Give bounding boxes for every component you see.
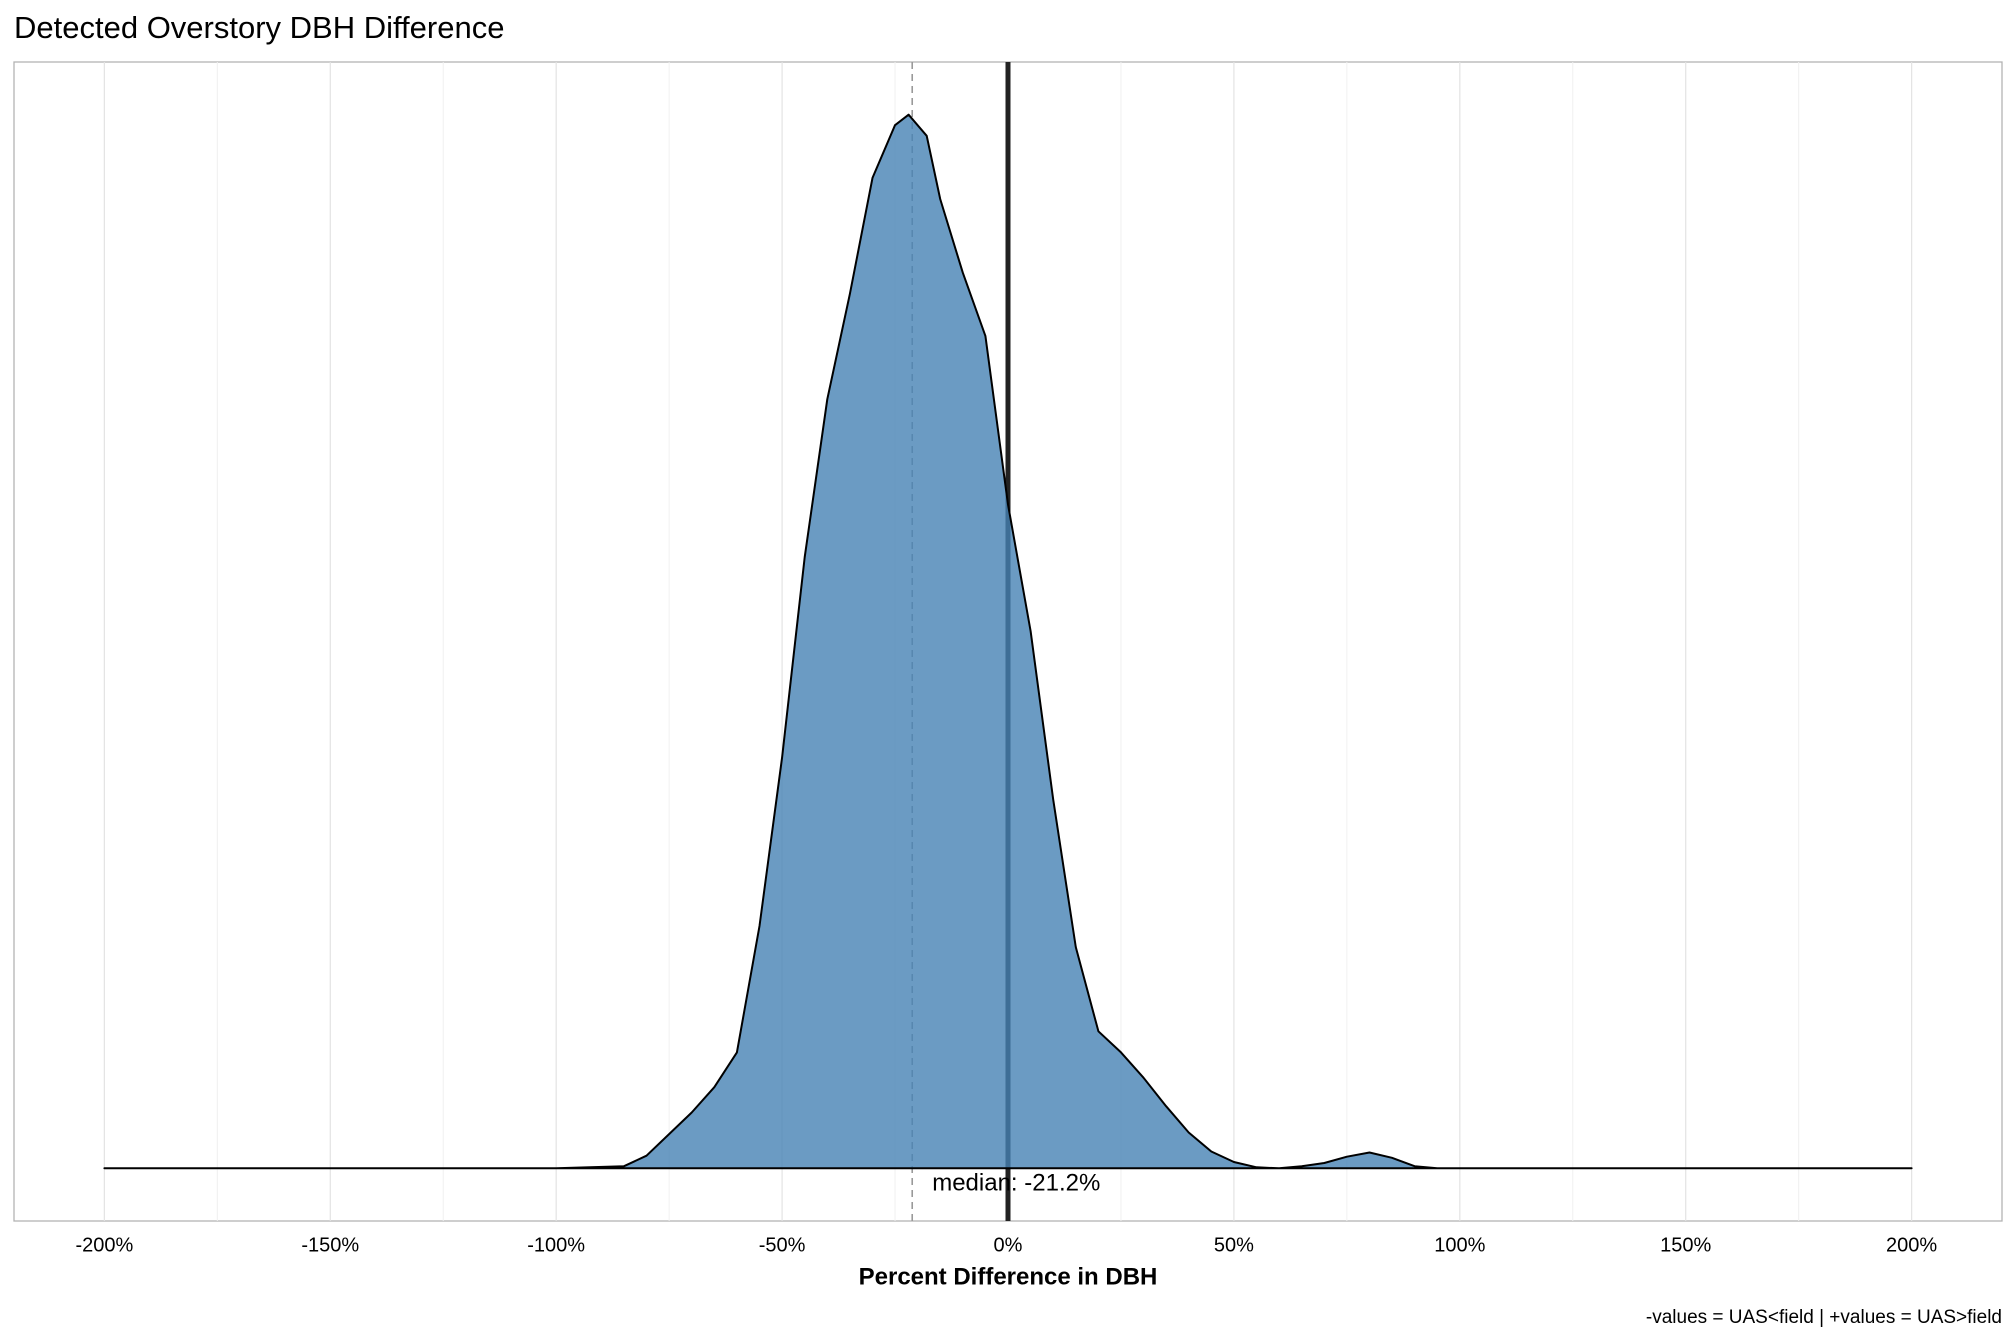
x-tick-label: -100% — [527, 1234, 585, 1256]
x-tick-label: 0% — [994, 1234, 1023, 1256]
x-tick-label: 100% — [1434, 1234, 1485, 1256]
chart-title: Detected Overstory DBH Difference — [14, 10, 504, 45]
x-tick-label: 150% — [1660, 1234, 1711, 1256]
density-area — [103, 113, 1913, 1170]
x-axis-title: Percent Difference in DBH — [859, 1263, 1158, 1290]
x-tick-label: 200% — [1886, 1234, 1937, 1256]
x-tick-label: -200% — [75, 1234, 133, 1256]
x-tick-label: -50% — [759, 1234, 806, 1256]
x-tick-label: 50% — [1214, 1234, 1254, 1256]
x-tick-label: -150% — [301, 1234, 359, 1256]
caption: -values = UAS<field | +values = UAS>fiel… — [1646, 1307, 2002, 1328]
median-label: median: -21.2% — [932, 1170, 1100, 1197]
